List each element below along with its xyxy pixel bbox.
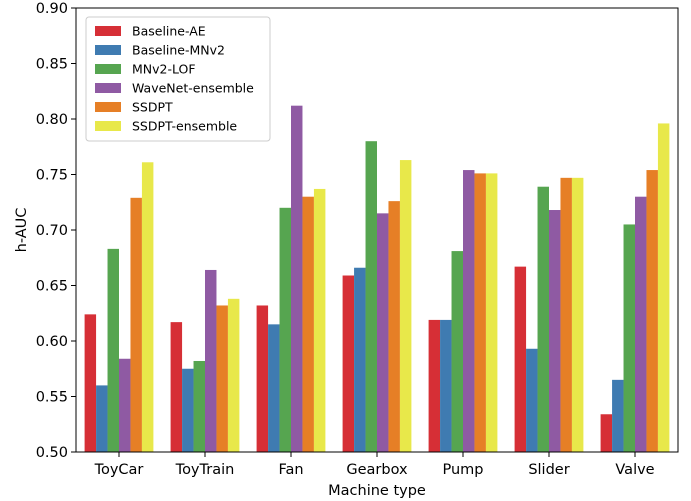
legend-swatch [95, 102, 121, 112]
y-tick-label: 0.85 [36, 57, 68, 73]
bar-valve-wavenet-ensemble [635, 196, 647, 452]
bar-toycar-baseline-mnv2 [96, 385, 108, 452]
bar-toytrain-ssdpt [216, 305, 228, 452]
bar-slider-wavenet-ensemble [549, 210, 561, 452]
bar-fan-ssdpt-ensemble [313, 188, 326, 452]
legend-label: SSDPT [132, 100, 173, 115]
bar-gearbox-baseline-ae [342, 275, 355, 452]
bar-gearbox-wavenet-ensemble [377, 213, 389, 452]
bar-toycar-wavenet-ensemble [119, 358, 131, 452]
y-tick-label: 0.50 [36, 445, 68, 461]
bar-toycar-ssdpt [130, 197, 142, 452]
x-tick-label: Slider [528, 462, 569, 478]
y-tick-label: 0.75 [36, 168, 68, 184]
y-tick-label: 0.65 [36, 279, 68, 295]
bar-fan-wavenet-ensemble [291, 105, 303, 453]
bar-slider-mnv2-lof [537, 186, 549, 452]
bar-pump-ssdpt-ensemble [485, 173, 498, 452]
bar-fan-ssdpt [302, 196, 314, 452]
legend-label: Baseline-AE [132, 24, 206, 39]
bar-toycar-mnv2-lof [107, 248, 119, 452]
bar-fan-baseline-mnv2 [268, 324, 280, 452]
x-tick-label: Fan [278, 462, 303, 478]
y-tick-label: 0.70 [36, 223, 68, 239]
bar-valve-baseline-mnv2 [612, 379, 624, 452]
bar-pump-mnv2-lof [451, 251, 463, 452]
bar-valve-ssdpt [646, 170, 658, 452]
bar-slider-ssdpt-ensemble [571, 177, 584, 452]
bar-toycar-baseline-ae [84, 314, 97, 452]
legend-swatch [95, 26, 121, 36]
bar-gearbox-mnv2-lof [365, 141, 377, 452]
legend-swatch [95, 45, 121, 55]
legend-swatch [95, 64, 121, 74]
bar-toytrain-mnv2-lof [193, 360, 205, 452]
bar-slider-ssdpt [560, 177, 572, 452]
bar-toytrain-baseline-mnv2 [182, 368, 194, 452]
bar-pump-ssdpt [474, 173, 486, 452]
y-axis-label: h-AUC [14, 208, 30, 253]
y-tick-label: 0.90 [36, 1, 68, 17]
bar-pump-baseline-mnv2 [440, 319, 452, 452]
x-tick-label: Pump [442, 462, 483, 478]
bars-layer [84, 105, 670, 453]
bar-fan-baseline-ae [256, 305, 269, 452]
bar-toytrain-wavenet-ensemble [205, 269, 217, 452]
bar-valve-mnv2-lof [623, 224, 635, 452]
bar-valve-baseline-ae [600, 414, 613, 452]
y-tick-label: 0.80 [36, 112, 68, 128]
bar-gearbox-ssdpt-ensemble [399, 160, 412, 452]
legend-swatch [95, 121, 121, 131]
bar-slider-baseline-mnv2 [526, 348, 538, 452]
ticks-layer: 0.50 0.55 0.60 0.65 0.70 0.75 0.80 0.85 0.90 ToyC… [36, 1, 655, 478]
x-tick-label: ToyTrain [175, 462, 235, 478]
bar-pump-wavenet-ensemble [463, 170, 475, 452]
legend-swatch [95, 83, 121, 93]
bar-valve-ssdpt-ensemble [657, 123, 670, 452]
legend-label: MNv2-LOF [132, 62, 196, 77]
bar-toytrain-baseline-ae [170, 322, 183, 452]
bar-pump-baseline-ae [428, 319, 441, 452]
legend-label: WaveNet-ensemble [132, 81, 254, 96]
x-tick-label: Gearbox [346, 462, 408, 478]
legend-label: Baseline-MNv2 [132, 43, 225, 58]
legend-box [85, 16, 271, 142]
x-tick-label: Valve [615, 462, 654, 478]
y-tick-label: 0.60 [36, 334, 68, 350]
x-axis-label: Machine type [328, 483, 426, 499]
bar-gearbox-ssdpt [388, 201, 400, 452]
y-tick-label: 0.55 [36, 390, 68, 406]
bar-fan-mnv2-lof [279, 207, 291, 452]
bar-gearbox-baseline-mnv2 [354, 267, 366, 452]
legend-label: SSDPT-ensemble [132, 119, 237, 134]
bar-slider-baseline-ae [514, 266, 527, 452]
bar-toycar-ssdpt-ensemble [141, 162, 154, 453]
legend: Baseline-AE Baseline-MNv2 MNv2-LOF WaveNet-… [85, 16, 271, 142]
x-tick-label: ToyCar [94, 462, 144, 478]
bar-toytrain-ssdpt-ensemble [227, 298, 240, 452]
